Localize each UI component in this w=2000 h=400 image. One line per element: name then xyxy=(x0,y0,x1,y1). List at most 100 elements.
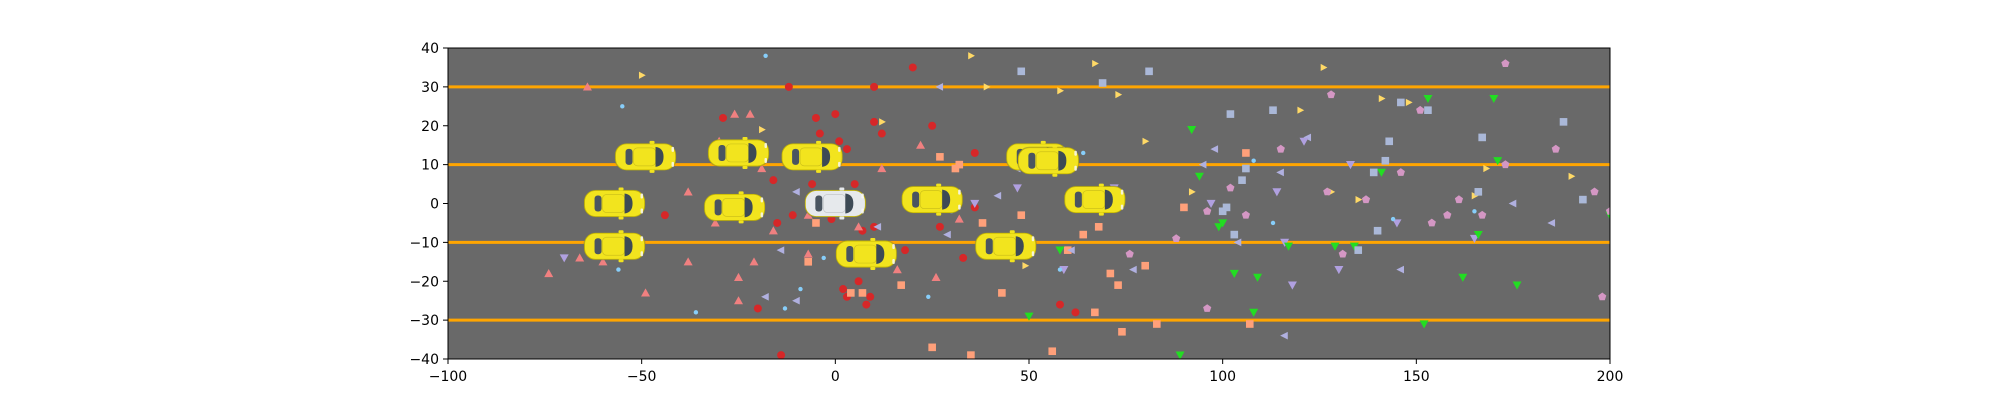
ego-vehicle xyxy=(804,187,867,220)
marker-square-blue xyxy=(1397,98,1405,107)
marker-square xyxy=(1079,230,1088,239)
y-tick-label: 30 xyxy=(421,80,439,96)
marker-triangle-left xyxy=(943,230,951,239)
marker-square-blue xyxy=(1242,164,1250,173)
marker-circle xyxy=(815,129,824,138)
marker-triangle-down-green xyxy=(1512,281,1522,290)
marker-dot-light xyxy=(1081,150,1086,156)
marker-dot-light xyxy=(1390,216,1396,222)
marker-pentagon xyxy=(1598,292,1607,301)
marker-triangle-left xyxy=(1233,238,1242,247)
marker-triangle-up xyxy=(544,268,554,278)
marker-square xyxy=(967,351,975,359)
marker-triangle-down-green xyxy=(1473,231,1483,240)
marker-triangle-down xyxy=(1287,281,1297,290)
marker-square-blue xyxy=(1230,230,1239,239)
marker-square xyxy=(1242,149,1250,157)
marker-triangle-down-green xyxy=(1423,94,1433,104)
y-tick-label: 20 xyxy=(421,119,439,135)
marker-triangle-left xyxy=(1129,265,1137,274)
marker-triangle-down xyxy=(1345,161,1355,170)
marker-triangle-up xyxy=(749,257,759,266)
marker-square xyxy=(928,343,936,352)
marker-triangle-left xyxy=(761,292,769,301)
marker-triangle-left xyxy=(1508,199,1517,208)
marker-pentagon xyxy=(1501,160,1510,169)
marker-triangle-down xyxy=(1206,199,1216,208)
marker-circle xyxy=(773,218,782,227)
marker-circle xyxy=(769,176,778,185)
marker-triangle-down xyxy=(970,199,980,208)
marker-square xyxy=(1091,308,1099,317)
marker-triangle-up xyxy=(683,257,693,266)
marker-triangle-down xyxy=(559,254,569,263)
marker-triangle-left xyxy=(1280,331,1288,340)
marker-triangle-down-green xyxy=(1024,312,1034,321)
marker-circle xyxy=(784,82,793,91)
marker-triangle-up xyxy=(768,226,778,235)
marker-triangle-left xyxy=(935,83,944,91)
marker-triangle-up xyxy=(892,265,902,274)
marker-circle xyxy=(870,82,879,91)
x-tick-label: 150 xyxy=(1403,369,1430,385)
marker-triangle-down-green xyxy=(1458,273,1468,282)
marker-triangle-right xyxy=(1022,262,1030,270)
marker-triangle-up xyxy=(582,82,592,91)
marker-triangle-right xyxy=(968,52,975,60)
marker-circle xyxy=(959,253,968,262)
marker-circle xyxy=(862,300,871,309)
marker-pentagon xyxy=(1454,195,1463,204)
marker-square-blue xyxy=(1145,67,1153,76)
vehicle xyxy=(835,238,898,271)
marker-dot-light xyxy=(616,267,621,272)
marker-triangle-right xyxy=(1297,106,1305,114)
marker-pentagon xyxy=(1327,90,1336,99)
marker-triangle-right xyxy=(1355,196,1363,204)
marker-circle xyxy=(850,180,859,189)
marker-triangle-left xyxy=(873,223,882,231)
marker-circle xyxy=(1055,300,1064,309)
marker-circle xyxy=(877,129,886,138)
x-tick-label: 50 xyxy=(1020,369,1038,385)
marker-pentagon xyxy=(1590,187,1599,196)
marker-pentagon xyxy=(1172,234,1181,242)
marker-dot-light xyxy=(1251,158,1256,163)
marker-triangle-right xyxy=(1115,91,1123,99)
marker-square xyxy=(936,153,944,161)
marker-triangle-down-green xyxy=(1187,126,1197,135)
marker-triangle-down xyxy=(1469,234,1479,243)
marker-circle xyxy=(970,148,979,157)
marker-triangle-up xyxy=(916,140,926,149)
marker-triangle-left xyxy=(776,246,785,254)
marker-circle xyxy=(660,211,669,220)
vehicle xyxy=(1017,144,1080,177)
marker-square xyxy=(1141,261,1149,270)
marker-triangle-right xyxy=(1320,63,1328,72)
marker-square-blue xyxy=(1222,203,1231,212)
marker-dot-light xyxy=(693,310,699,315)
marker-pentagon xyxy=(1427,218,1436,227)
marker-triangle-up xyxy=(730,109,740,118)
marker-triangle-down-green xyxy=(1349,242,1359,251)
vehicle xyxy=(583,187,646,220)
marker-triangle-down-green xyxy=(1419,320,1429,329)
marker-pentagon xyxy=(1203,304,1212,312)
marker-circle xyxy=(1071,308,1080,317)
marker-square-blue xyxy=(1017,67,1026,76)
marker-square-blue xyxy=(1226,110,1235,118)
x-tick-label: −50 xyxy=(627,369,657,385)
marker-dot-light xyxy=(926,294,931,299)
marker-square xyxy=(1118,327,1126,336)
marker-triangle-up xyxy=(877,164,887,173)
marker-triangle-down-green xyxy=(1194,172,1204,181)
marker-triangle-right xyxy=(638,71,646,79)
marker-triangle-left xyxy=(792,296,800,305)
marker-pentagon xyxy=(1226,183,1235,192)
marker-triangle-down xyxy=(1334,265,1344,275)
marker-square-blue xyxy=(1369,168,1378,177)
vehicle xyxy=(901,183,964,216)
marker-pentagon xyxy=(1241,210,1250,219)
marker-circle xyxy=(831,110,840,119)
marker-triangle-down-green xyxy=(1489,94,1499,104)
